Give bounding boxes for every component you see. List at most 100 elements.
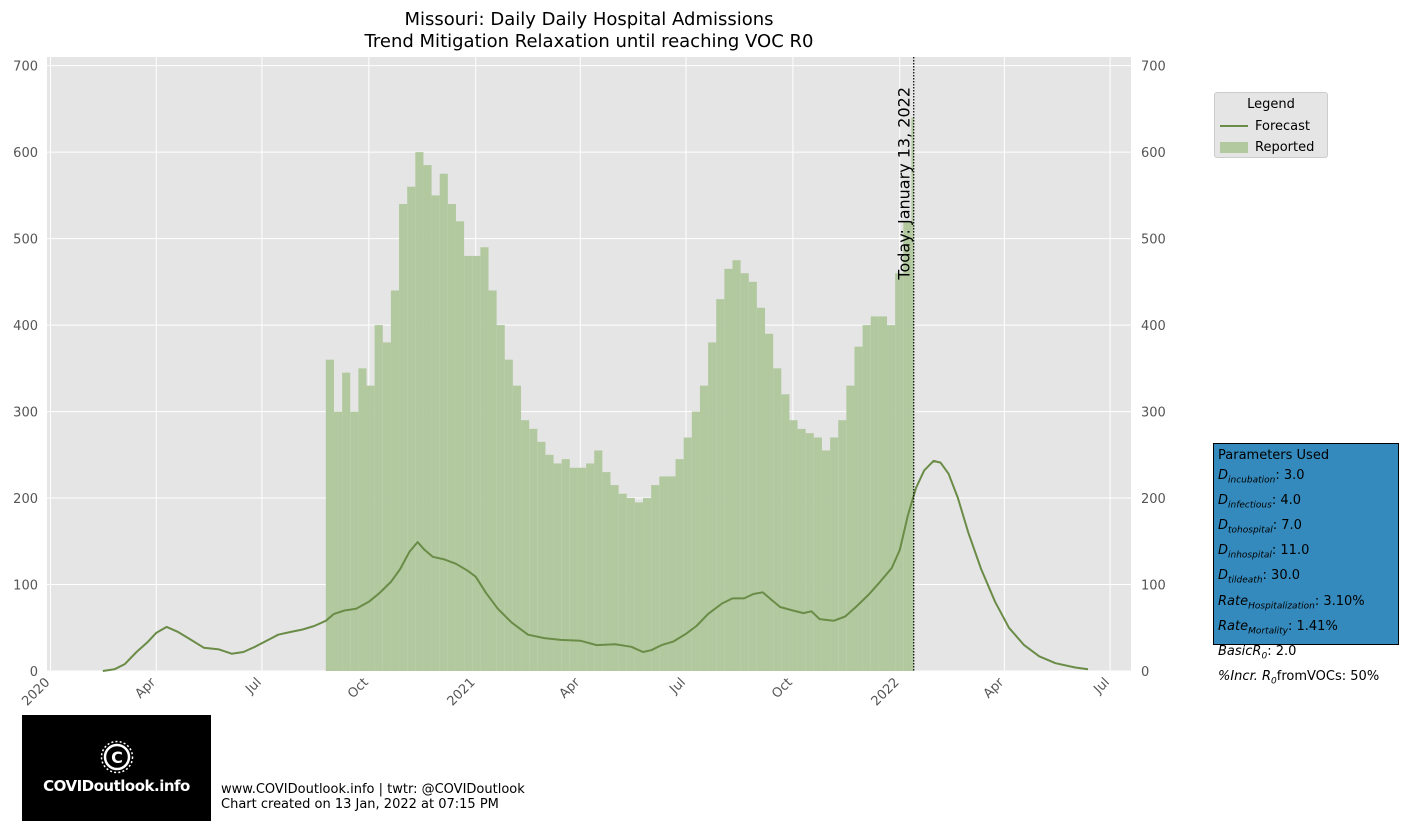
reported-bar <box>569 467 578 671</box>
reported-bar <box>488 290 497 671</box>
reported-bar <box>756 307 766 671</box>
reported-bar <box>895 273 904 671</box>
reported-bar <box>870 316 879 671</box>
reported-bar <box>748 281 757 671</box>
x-tick-label: Jul <box>1091 675 1113 697</box>
forecast-swatch <box>1220 125 1248 127</box>
reported-bar <box>862 325 871 671</box>
param-row: Dincubation: 3.0 <box>1218 467 1305 486</box>
reported-bar <box>553 463 562 671</box>
forecast-line <box>102 459 1089 672</box>
reported-bar <box>545 454 554 671</box>
reported-bar <box>399 204 408 671</box>
footer-line-1: www.COVIDoutlook.info | twtr: @COVIDoutl… <box>221 782 525 797</box>
y-tick-label-right: 0 <box>1141 665 1149 680</box>
y-tick-label-left: 200 <box>13 492 38 507</box>
x-tick-label: 2020 <box>19 675 53 709</box>
reported-bar <box>537 441 546 671</box>
svg-text:C: C <box>111 748 123 767</box>
reported-bar <box>838 420 847 671</box>
reported-swatch <box>1220 141 1248 153</box>
y-tick-label-left: 300 <box>13 406 38 421</box>
reported-bar <box>455 221 465 671</box>
reported-bar <box>358 368 367 671</box>
legend-label-reported: Reported <box>1255 139 1315 155</box>
y-tick-label-right: 100 <box>1141 579 1166 594</box>
y-tick-label-left: 700 <box>13 60 38 75</box>
reported-bar <box>512 385 522 671</box>
reported-bar <box>447 204 456 671</box>
y-tick-label-left: 100 <box>13 579 38 594</box>
reported-bar <box>325 359 334 671</box>
reported-bar <box>716 299 725 671</box>
y-tick-label-right: 400 <box>1141 319 1166 334</box>
reported-bar <box>821 450 831 671</box>
reported-bar <box>675 459 684 671</box>
y-tick-label-right: 200 <box>1141 492 1166 507</box>
x-tick-label: Apr <box>981 675 1008 702</box>
legend: Legend Forecast Reported <box>1214 92 1328 158</box>
reported-bar <box>846 385 855 671</box>
reported-bar <box>561 459 570 671</box>
reported-bar <box>423 165 432 672</box>
x-tick-label: Apr <box>557 675 584 702</box>
reported-bar <box>610 485 619 671</box>
reported-bars <box>325 117 914 672</box>
legend-label-forecast: Forecast <box>1255 118 1311 134</box>
copyright-virus-icon: C <box>100 740 134 774</box>
x-tick-label: Apr <box>133 675 160 702</box>
param-row: %Incr. R0fromVOCs: 50% <box>1218 669 1380 687</box>
param-row: Dinfectious: 4.0 <box>1218 492 1301 511</box>
reported-bar <box>350 411 359 671</box>
reported-bar <box>691 411 700 671</box>
x-tick-label: Oct <box>769 675 796 702</box>
today-marker: Today: January 13, 2022 <box>895 57 915 671</box>
x-tick-label: 2022 <box>869 675 903 709</box>
parameters-title: Parameters Used <box>1218 448 1330 463</box>
reported-bar <box>773 368 782 671</box>
chart-subtitle: Trend Mitigation Relaxation until reachi… <box>364 31 814 52</box>
today-label: Today: January 13, 2022 <box>895 87 914 281</box>
reported-bar <box>732 260 741 671</box>
footer-line-2: Chart created on 13 Jan, 2022 at 07:15 P… <box>221 797 499 812</box>
y-tick-label-left: 500 <box>13 233 38 248</box>
reported-bar <box>699 385 709 671</box>
reported-bar <box>643 498 652 671</box>
reported-bar <box>577 467 587 671</box>
y-tick-label-left: 600 <box>13 146 38 161</box>
reported-bar <box>651 485 660 671</box>
reported-bar <box>618 493 627 671</box>
reported-bar <box>805 433 814 671</box>
x-tick-label: 2021 <box>445 675 479 709</box>
x-tick-label: Oct <box>345 675 372 702</box>
param-row: RateMortality: 1.41% <box>1218 618 1338 637</box>
reported-bar <box>439 173 448 672</box>
reported-bar <box>659 476 668 671</box>
legend-item-reported: Reported <box>1220 138 1314 156</box>
param-row: Dtohospital: 7.0 <box>1218 517 1302 536</box>
reported-bar <box>602 472 611 671</box>
x-tick-label: Jul <box>242 675 264 697</box>
reported-bar <box>797 428 806 671</box>
param-row: BasicR0: 2.0 <box>1218 643 1297 662</box>
logo: C COVIDoutlook.info <box>22 715 211 821</box>
reported-bar <box>708 342 717 671</box>
reported-bar <box>903 221 912 671</box>
parameters-box: Parameters Used Dincubation: 3.0 Dinfect… <box>1213 443 1399 687</box>
reported-bar <box>521 420 530 671</box>
reported-bar <box>789 420 798 671</box>
chart-title: Missouri: Daily Daily Hospital Admission… <box>404 9 773 30</box>
param-row: Dtildeath: 30.0 <box>1218 568 1301 586</box>
reported-bar <box>415 152 424 671</box>
reported-bar <box>740 273 749 671</box>
y-tick-label-right: 500 <box>1141 233 1166 248</box>
reported-bar <box>626 498 635 671</box>
reported-bar <box>480 247 489 671</box>
y-tick-label-left: 0 <box>30 665 38 680</box>
reported-bar <box>390 290 400 671</box>
forecast-line-group <box>102 459 1089 672</box>
footer: www.COVIDoutlook.info | twtr: @COVIDoutl… <box>221 782 525 812</box>
reported-bar <box>529 428 538 671</box>
y-tick-label-right: 300 <box>1141 406 1166 421</box>
